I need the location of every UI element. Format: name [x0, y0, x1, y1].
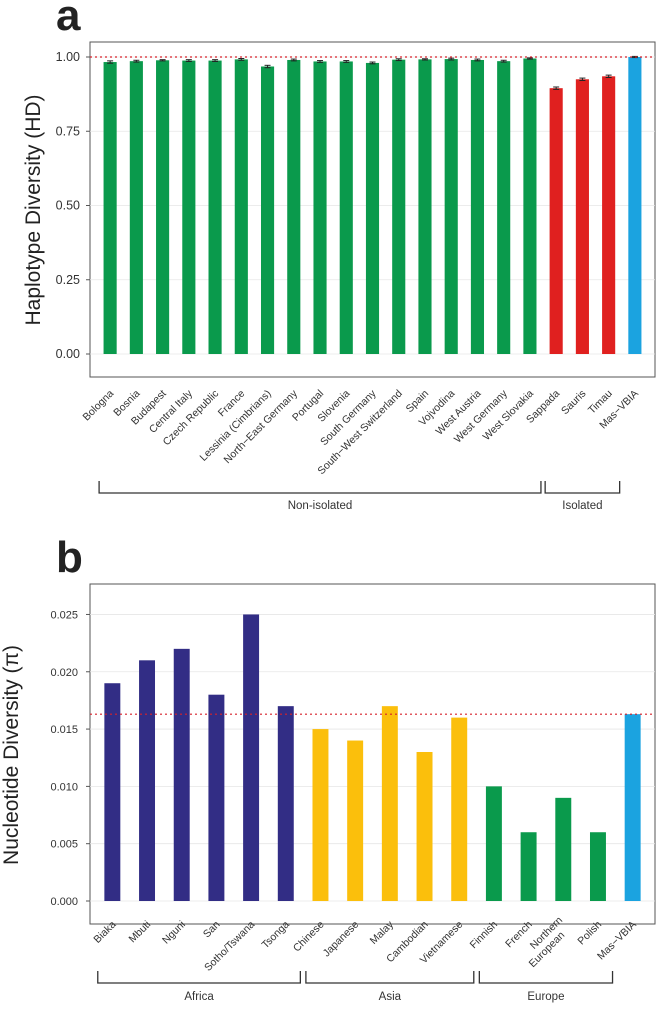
panel-a-ylabel: Haplotype Diversity (HD) — [22, 94, 45, 325]
bar — [470, 59, 485, 354]
panel-a: a Haplotype Diversity (HD) 0.000.250.500… — [22, 0, 656, 512]
bar — [381, 706, 398, 901]
x-category-label: Japanese — [321, 919, 362, 960]
bar — [103, 62, 117, 354]
bar — [416, 752, 433, 901]
bar — [104, 683, 121, 901]
group-bracket — [97, 971, 301, 984]
ytick-label: 0.005 — [50, 839, 78, 851]
group-bracket — [478, 971, 614, 984]
bar — [418, 59, 432, 354]
ytick-label: 0.000 — [50, 896, 78, 908]
group-label: Europe — [527, 991, 564, 1003]
panel-b-ylabel: Nucleotide Diversity (π) — [0, 645, 23, 865]
bar — [129, 61, 143, 355]
group-label: Africa — [184, 991, 214, 1003]
bar — [347, 740, 364, 901]
bar — [313, 61, 327, 355]
panel-a-bars — [103, 55, 642, 355]
ytick-label: 0.50 — [56, 199, 80, 213]
x-category-label: Bologna — [80, 388, 116, 424]
bar — [243, 614, 260, 901]
panel-b-bars — [104, 614, 641, 901]
panel-a-yticks: 0.00 0.25 0.50 0.75 1.00 — [56, 50, 90, 361]
bar — [182, 60, 196, 355]
ytick-label: 1.00 — [56, 50, 80, 64]
panel-a-group-brackets: Non-isolated Isolated — [98, 481, 621, 512]
bar — [444, 59, 458, 354]
bar — [624, 714, 641, 901]
bar — [208, 694, 225, 901]
panel-a-letter: a — [56, 0, 81, 40]
ytick-label: 0.00 — [56, 347, 80, 361]
group-bracket — [98, 481, 542, 494]
bar — [365, 62, 380, 354]
bar — [520, 832, 537, 901]
bar — [277, 706, 294, 901]
group-bracket — [544, 481, 621, 494]
bar — [156, 60, 170, 354]
bar — [497, 61, 511, 355]
ytick-label: 0.020 — [50, 667, 78, 679]
ytick-label: 0.75 — [56, 124, 80, 138]
bar — [173, 648, 190, 901]
group-label: Asia — [379, 991, 402, 1003]
group-label: Isolated — [562, 500, 602, 512]
x-category-label: Sauris — [559, 388, 589, 418]
bar — [628, 57, 642, 354]
bar — [451, 717, 468, 901]
ytick-label: 0.015 — [50, 724, 78, 736]
bar — [139, 660, 156, 901]
bar — [485, 786, 502, 901]
bar — [312, 729, 329, 901]
bar — [339, 61, 353, 355]
panel-b-letter: b — [56, 533, 83, 582]
bar — [208, 60, 222, 355]
bar — [392, 59, 406, 354]
group-label: Non-isolated — [288, 500, 353, 512]
bar — [555, 797, 572, 901]
group-bracket — [305, 971, 475, 984]
bar — [602, 76, 616, 355]
panel-b-yticks: 0.000 0.005 0.010 0.015 0.020 0.025 — [50, 609, 90, 908]
bar — [523, 58, 537, 355]
bar — [234, 59, 248, 354]
bar — [589, 832, 606, 901]
panel-b-group-brackets: Africa Asia Europe — [97, 971, 614, 1003]
panel-b: b Nucleotide Diversity (π) 0.0000.0050.0… — [0, 533, 656, 1003]
ytick-label: 0.010 — [50, 781, 78, 793]
bar — [287, 59, 301, 354]
bar — [260, 66, 275, 354]
bar — [549, 88, 563, 354]
ytick-label: 0.25 — [56, 273, 80, 287]
bar — [575, 79, 589, 355]
ytick-label: 0.025 — [50, 609, 78, 621]
